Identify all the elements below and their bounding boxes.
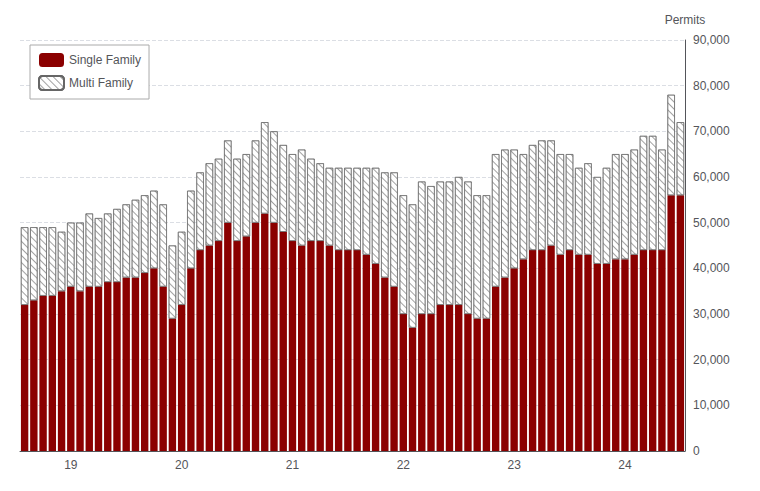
svg-text:19: 19 xyxy=(64,458,78,472)
svg-text:21: 21 xyxy=(286,458,300,472)
svg-text:0: 0 xyxy=(693,444,700,458)
svg-text:90,000: 90,000 xyxy=(693,33,730,47)
svg-text:Permits: Permits xyxy=(665,13,706,27)
svg-text:70,000: 70,000 xyxy=(693,124,730,138)
svg-text:60,000: 60,000 xyxy=(693,170,730,184)
svg-text:20: 20 xyxy=(175,458,189,472)
svg-text:50,000: 50,000 xyxy=(693,216,730,230)
svg-text:22: 22 xyxy=(397,458,411,472)
svg-text:23: 23 xyxy=(507,458,521,472)
svg-text:24: 24 xyxy=(618,458,632,472)
svg-text:30,000: 30,000 xyxy=(693,307,730,321)
svg-text:40,000: 40,000 xyxy=(693,261,730,275)
svg-text:20,000: 20,000 xyxy=(693,353,730,367)
svg-text:Single Family: Single Family xyxy=(69,53,141,67)
svg-text:80,000: 80,000 xyxy=(693,79,730,93)
svg-text:10,000: 10,000 xyxy=(693,398,730,412)
svg-text:Multi Family: Multi Family xyxy=(69,76,133,90)
